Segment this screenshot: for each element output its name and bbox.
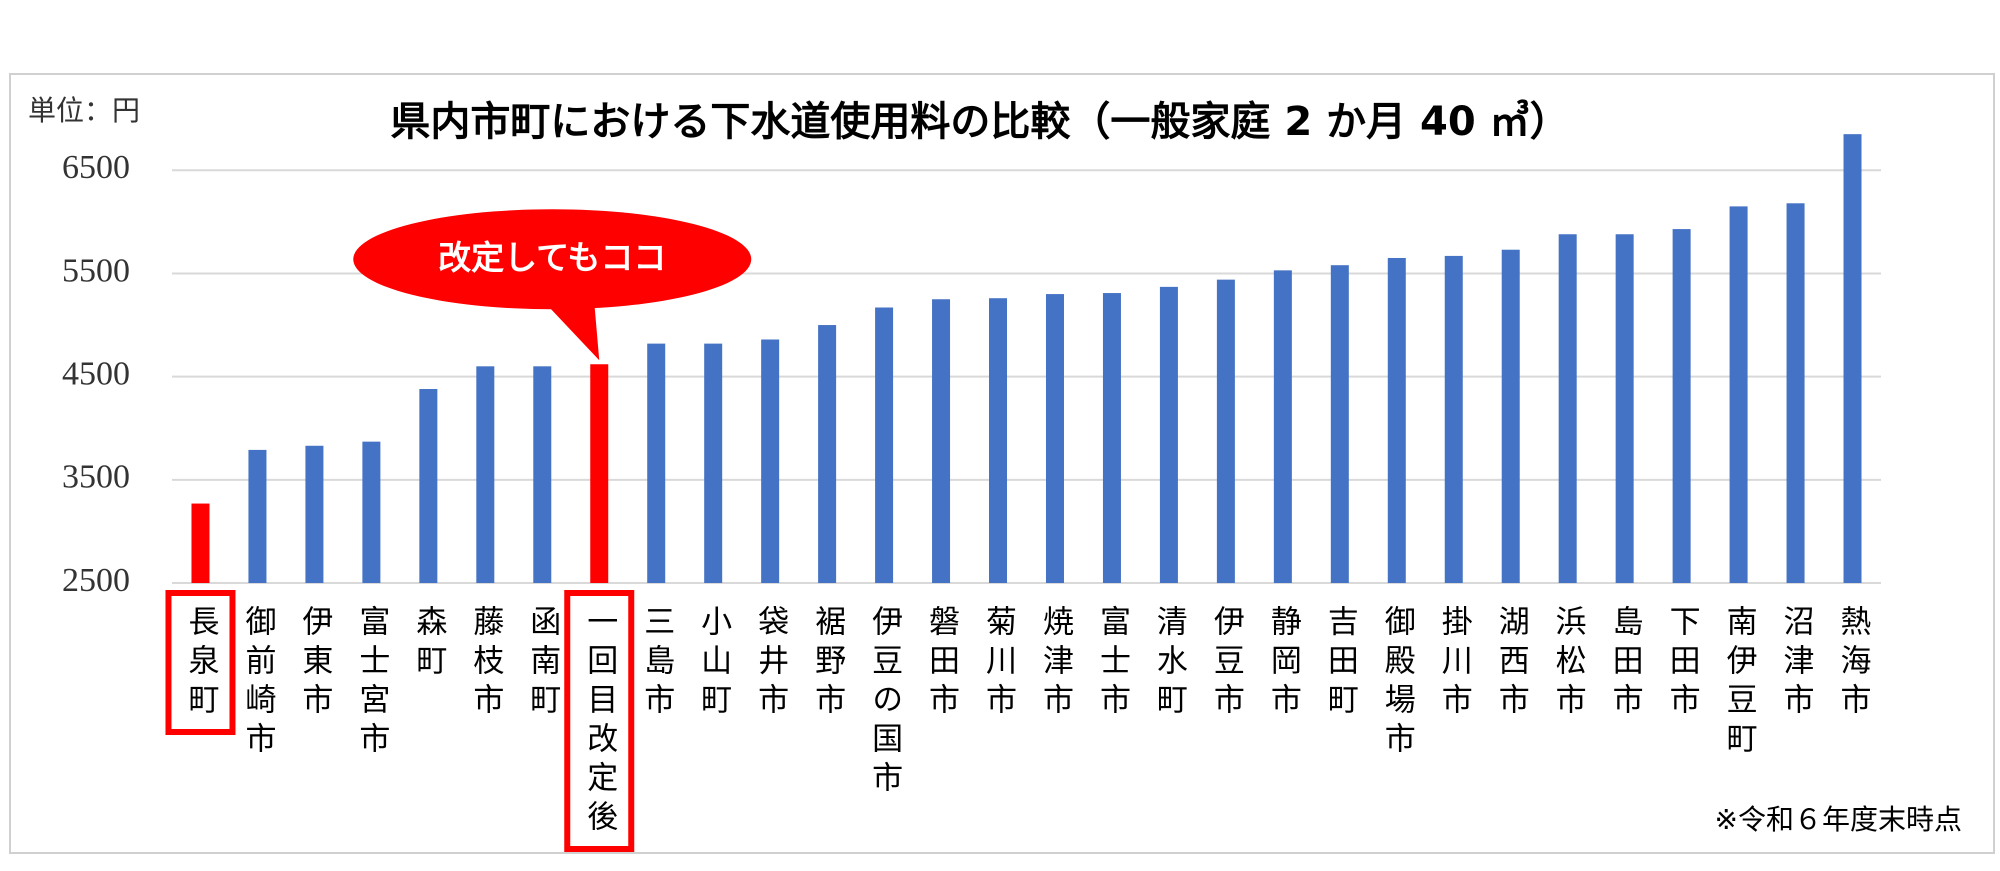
x-tick-label: 袋井市: [752, 605, 789, 722]
y-tick-label: 3500: [62, 459, 130, 496]
y-tick-label: 2500: [62, 562, 130, 599]
x-tick-label: 下田市: [1664, 605, 1700, 722]
bar: [647, 343, 666, 583]
callout-text: 改定してもココ: [438, 238, 666, 277]
x-tick-label: 熱海市: [1835, 605, 1871, 722]
bar: [1330, 265, 1349, 583]
bar: [590, 364, 609, 583]
x-tick-label: 掛川市: [1436, 605, 1473, 722]
highlight-box: [564, 590, 635, 852]
x-tick-label: 三島市: [638, 605, 674, 722]
x-tick-label: 藤枝市: [467, 605, 504, 722]
bar: [533, 366, 552, 583]
x-tick-label: 森町: [410, 605, 447, 683]
bar: [1159, 286, 1178, 583]
bar: [704, 343, 723, 583]
y-tick-label: 4500: [62, 355, 130, 392]
bar: [476, 366, 495, 583]
x-tick-label: 沼津市: [1778, 605, 1814, 722]
x-tick-label: 島田市: [1607, 605, 1643, 722]
bar: [1102, 293, 1121, 583]
x-tick-label: 浜松市: [1550, 605, 1587, 722]
x-tick-label: 菊川市: [980, 605, 1017, 722]
bar: [989, 298, 1008, 583]
x-tick-label: 一回目改定後: [581, 605, 617, 839]
x-tick-label: 富士市: [1094, 605, 1130, 722]
x-tick-label: 伊豆市: [1208, 605, 1245, 722]
bar: [932, 299, 951, 583]
bar: [1444, 255, 1463, 583]
bar: [419, 389, 438, 583]
x-tick-label: 御前崎市: [239, 605, 276, 761]
x-tick-label: 吉田町: [1322, 605, 1358, 722]
bar: [1501, 249, 1520, 584]
x-tick-label: 伊豆の国市: [866, 605, 903, 800]
chart-title: 県内市町における下水道使用料の比較（一般家庭 2 か月 40 ㎥）: [390, 99, 1569, 145]
x-tick-label: 磐田市: [923, 605, 959, 722]
bar: [875, 307, 894, 583]
bar: [1387, 257, 1406, 583]
bar: [1615, 234, 1634, 583]
y-tick-label: 6500: [62, 149, 130, 186]
bar: [305, 445, 324, 583]
bar: [761, 339, 780, 583]
bar: [1729, 206, 1748, 584]
x-tick-label: 裾野市: [809, 605, 845, 722]
bar: [1843, 134, 1862, 583]
bar: [1216, 279, 1235, 583]
bar: [1672, 229, 1691, 583]
x-tick-label: 清水町: [1151, 605, 1187, 722]
x-tick-label: 長泉町: [182, 605, 218, 722]
x-tick-label: 小山町: [695, 605, 732, 722]
x-tick-label: 富士宮市: [353, 605, 389, 761]
bar: [1273, 270, 1292, 583]
x-tick-label: 南伊豆町: [1721, 605, 1758, 761]
x-tick-label: 湖西市: [1493, 605, 1529, 722]
bar: [191, 503, 210, 583]
bar: [818, 325, 837, 583]
x-tick-label: 伊東市: [296, 605, 333, 722]
bar: [1045, 294, 1064, 583]
footnote: ※令和６年度末時点: [1715, 803, 1962, 836]
callout: [353, 209, 752, 310]
bar: [248, 449, 267, 583]
unit-label: 単位：円: [28, 94, 140, 127]
x-tick-label: 御殿場市: [1379, 605, 1416, 761]
x-tick-label: 函南町: [524, 605, 560, 722]
bar: [362, 441, 381, 583]
highlight-box: [165, 590, 236, 735]
x-tick-label: 焼津市: [1037, 605, 1073, 722]
y-tick-label: 5500: [62, 252, 130, 289]
bar: [1558, 234, 1577, 583]
bar: [1786, 203, 1805, 584]
x-tick-label: 静岡市: [1265, 605, 1301, 722]
